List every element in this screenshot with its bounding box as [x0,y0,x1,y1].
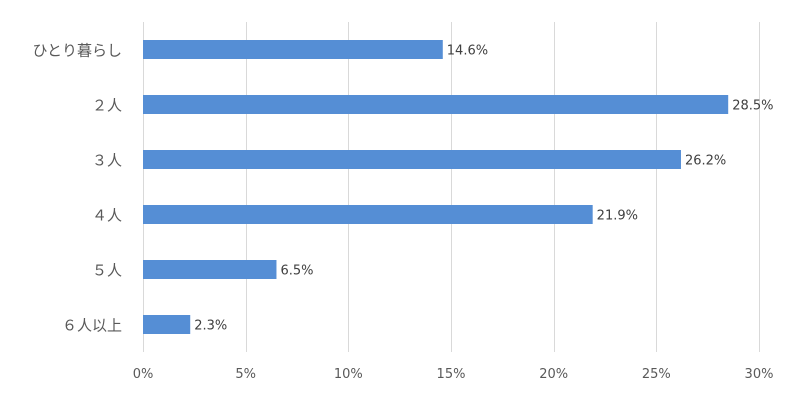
bar [143,150,681,169]
x-tick-label: 20% [539,367,568,382]
data-label: 21.9% [597,209,638,224]
data-label: 14.6% [447,44,488,59]
x-tick-label: 5% [235,367,256,382]
x-axis-tick-labels: 0% 5% 10% 15% 20% 25% 30% [133,367,774,382]
bar [143,315,191,334]
bar [143,260,277,279]
category-label: ５人 [92,262,122,280]
category-label: ６人以上 [62,317,122,335]
bar [143,40,443,59]
category-label: ３人 [92,152,122,170]
data-label: 28.5% [732,99,773,114]
category-labels: ひとり暮らし ２人 ３人 ４人 ５人 ６人以上 [32,42,122,335]
bar [143,205,593,224]
data-label: 6.5% [280,264,313,279]
gridlines [143,22,760,352]
data-labels: 14.6% 28.5% 26.2% 21.9% 6.5% 2.3% [194,44,773,334]
bar [143,95,729,114]
category-label: ４人 [92,207,122,225]
x-tick-label: 0% [133,367,154,382]
x-tick-label: 15% [437,367,466,382]
data-label: 2.3% [194,319,227,334]
bars [143,40,729,334]
category-label: ひとり暮らし [32,42,122,60]
x-tick-label: 30% [745,367,774,382]
x-tick-label: 10% [334,367,363,382]
x-tick-label: 25% [642,367,671,382]
category-label: ２人 [92,97,122,115]
data-label: 26.2% [685,154,726,169]
